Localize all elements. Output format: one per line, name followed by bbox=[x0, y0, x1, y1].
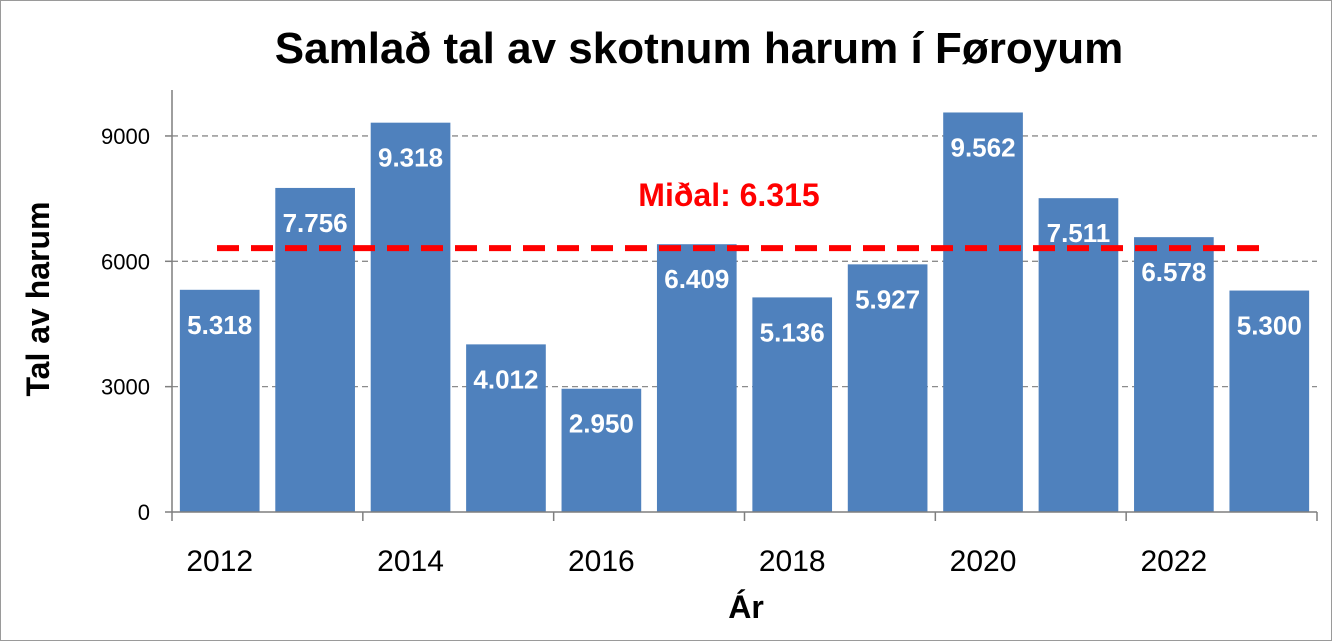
bar-data-label: 7.511 bbox=[1047, 218, 1111, 248]
bar bbox=[847, 264, 928, 512]
y-axis-label: Tal av harum bbox=[20, 201, 56, 396]
bar bbox=[370, 122, 451, 513]
gridlines bbox=[172, 135, 1317, 388]
x-tick-label: 2018 bbox=[759, 545, 826, 578]
x-tick-label: 2012 bbox=[186, 545, 253, 578]
y-tick-label: 6000 bbox=[101, 249, 150, 274]
y-tick-label: 3000 bbox=[101, 375, 150, 400]
y-tick-label: 9000 bbox=[101, 124, 150, 149]
x-tick-label: 2016 bbox=[568, 545, 635, 578]
bar-data-label: 5.300 bbox=[1237, 311, 1302, 341]
bar bbox=[1229, 290, 1310, 512]
bar-data-label: 7.756 bbox=[283, 208, 348, 238]
average-label: Miðal: 6.315 bbox=[638, 177, 819, 213]
bars bbox=[179, 112, 1310, 513]
y-tick-label: 0 bbox=[138, 500, 150, 525]
bar-data-label: 9.562 bbox=[951, 132, 1016, 162]
bar-data-label: 6.578 bbox=[1141, 257, 1206, 287]
bar bbox=[179, 289, 260, 512]
bar-data-label: 5.318 bbox=[187, 310, 252, 340]
axes bbox=[165, 90, 1318, 521]
bar-data-label: 5.136 bbox=[760, 317, 825, 347]
bar bbox=[943, 112, 1023, 512]
x-tick-label: 2014 bbox=[377, 545, 444, 578]
x-tick-label: 2022 bbox=[1141, 545, 1208, 578]
bar-data-label: 4.012 bbox=[473, 364, 538, 394]
bar bbox=[275, 187, 355, 512]
x-tick-label: 2020 bbox=[950, 545, 1017, 578]
bar bbox=[752, 297, 833, 512]
chart-title: Samlað tal av skotnum harum í Føroyum bbox=[275, 24, 1123, 73]
bar-data-label: 9.318 bbox=[378, 143, 443, 173]
x-axis-label: Ár bbox=[728, 589, 764, 625]
bar bbox=[1134, 237, 1214, 512]
bar-data-label: 6.409 bbox=[664, 264, 729, 294]
data-labels: 0 3000 6000 9000 5.318 7.756 9.318 4.012 2.950 6.… bbox=[101, 124, 1302, 578]
average-line-group: Miðal: 6.315 bbox=[217, 177, 1262, 252]
bar-data-label: 5.927 bbox=[855, 284, 920, 314]
bar-data-label: 2.950 bbox=[569, 409, 634, 439]
bar bbox=[561, 388, 642, 512]
bar bbox=[656, 244, 737, 512]
bar bbox=[466, 344, 546, 512]
